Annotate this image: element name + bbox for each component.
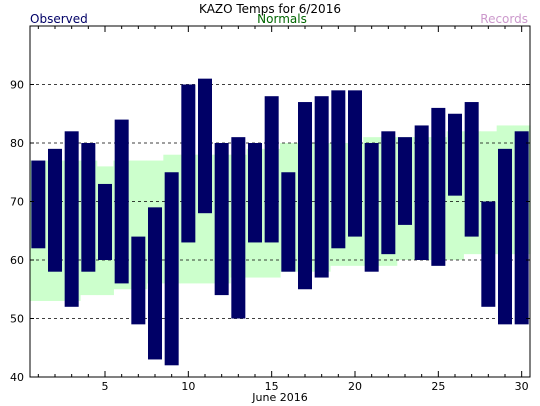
observed-bar-day-15 [264,96,279,243]
observed-bar-day-5 [98,183,112,260]
legend-observed: Observed [30,12,88,26]
observed-bar-day-1 [31,160,46,249]
y-tick-label-70: 70 [10,196,24,209]
y-tick-label-60: 60 [10,254,24,267]
observed-bar-day-11 [198,78,212,214]
x-axis-label: June 2016 [251,391,307,404]
observed-bars [31,78,529,366]
observed-bar-day-29 [498,148,512,325]
observed-bar-day-16 [281,172,296,272]
y-tick-label-90: 90 [10,79,24,92]
x-tick-label-25: 25 [431,380,445,393]
legend-normals: Normals [257,12,307,26]
x-tick-label-10: 10 [181,380,195,393]
observed-bar-day-12 [214,143,229,296]
y-tick-label-40: 40 [10,371,24,384]
observed-bar-day-2 [48,148,62,272]
observed-bar-day-14 [248,143,262,243]
observed-bar-day-23 [398,137,412,225]
observed-bar-day-30 [514,131,529,325]
observed-bar-day-24 [414,125,429,260]
chart-title: KAZO Temps for 6/2016 [199,2,341,16]
y-tick-label-50: 50 [10,313,24,326]
x-tick-label-20: 20 [348,380,362,393]
observed-bar-day-10 [181,84,196,243]
observed-bar-day-9 [164,172,179,366]
observed-bar-day-26 [448,113,462,196]
legend-records: Records [480,12,528,26]
observed-bar-day-25 [431,107,446,266]
observed-bar-day-21 [364,143,379,272]
y-tick-label-80: 80 [10,137,24,150]
observed-bar-day-19 [331,90,346,249]
y-axis: 40 50 60 70 80 90 [10,79,530,384]
x-tick-label-30: 30 [515,380,529,393]
observed-bar-day-27 [464,102,479,237]
observed-bar-day-18 [314,96,329,278]
observed-bar-day-13 [231,137,246,319]
x-tick-label-5: 5 [102,380,109,393]
observed-bar-day-22 [381,131,396,255]
x-tick-label-15: 15 [265,380,279,393]
observed-bar-day-28 [481,201,496,307]
observed-bar-day-4 [81,143,96,272]
observed-bar-day-8 [148,207,162,360]
observed-bar-day-7 [131,236,146,325]
observed-bar-day-17 [298,102,312,290]
x-axis: 5 10 15 20 25 30 [37,26,529,393]
grid-lines [30,84,530,319]
observed-bar-day-3 [64,131,79,307]
observed-bar-day-20 [348,90,362,237]
observed-bar-day-6 [114,119,129,284]
